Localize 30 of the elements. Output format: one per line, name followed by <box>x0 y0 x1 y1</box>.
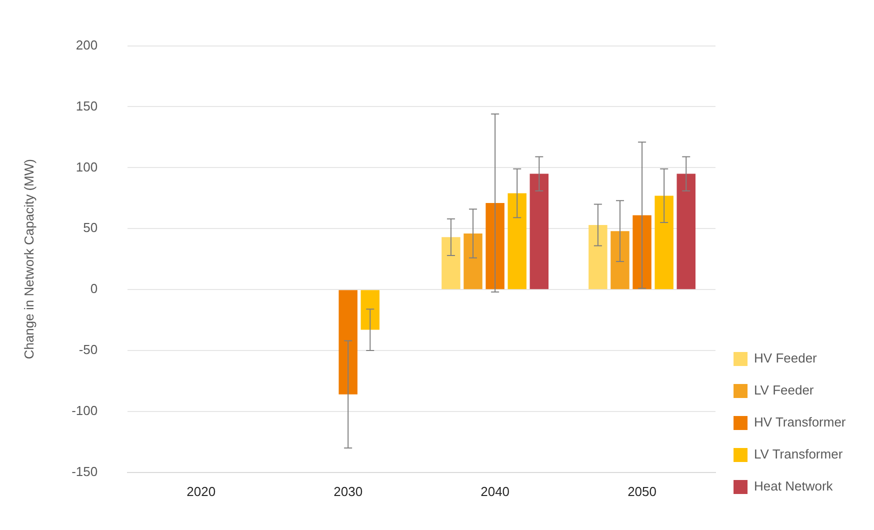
legend-label: Heat Network <box>754 478 834 494</box>
x-tick-label: 2030 <box>334 484 363 499</box>
bar <box>442 237 460 290</box>
y-tick-label: -150 <box>72 464 98 479</box>
x-tick-label: 2050 <box>628 484 656 499</box>
y-tick-label: -100 <box>72 403 98 418</box>
y-tick-label: 100 <box>76 159 98 174</box>
bar <box>486 203 504 290</box>
bar <box>654 196 674 290</box>
bar <box>676 174 696 290</box>
y-tick-label: 150 <box>76 98 98 114</box>
bar <box>632 215 652 290</box>
bar <box>338 290 358 394</box>
bar <box>610 231 630 290</box>
legend-label: LV Feeder <box>754 382 814 398</box>
bar <box>588 224 608 290</box>
y-axis-title: Change in Network Capacity (MW) <box>21 159 36 360</box>
x-tick-label: 2040 <box>480 484 510 499</box>
y-tick-label: 0 <box>90 281 98 296</box>
legend-label: LV Transformer <box>754 446 844 462</box>
bar <box>530 174 549 290</box>
y-tick-label: -50 <box>78 342 98 358</box>
bar <box>508 193 526 290</box>
y-tick-label: 50 <box>83 220 98 236</box>
legend-label: HV Feeder <box>754 350 818 366</box>
bar <box>360 290 380 330</box>
y-tick-label: 200 <box>76 37 98 52</box>
x-tick-label: 2020 <box>186 484 216 499</box>
legend-label: HV Transformer <box>754 414 846 430</box>
bar <box>464 234 482 290</box>
